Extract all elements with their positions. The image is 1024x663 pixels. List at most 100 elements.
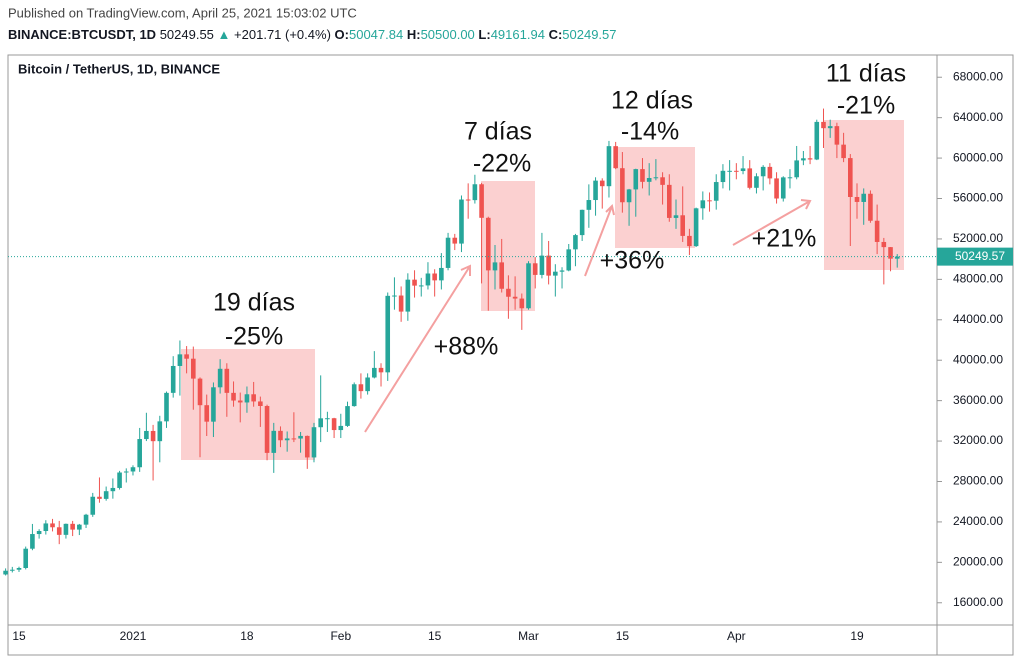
y-tick-label: 32000.00 <box>953 433 1003 447</box>
candle-body <box>244 394 250 403</box>
candle-body <box>385 295 391 373</box>
candle-body <box>573 235 578 250</box>
candle-body <box>506 288 511 297</box>
y-tick-label: 52000.00 <box>953 231 1003 245</box>
candle-body <box>680 215 686 236</box>
y-tick-label: 20000.00 <box>953 555 1003 569</box>
annotation: +36% <box>600 247 665 275</box>
candle-body <box>358 384 364 392</box>
annotation: -14% <box>621 118 679 146</box>
candle-body <box>827 126 833 129</box>
candle-body <box>10 569 15 571</box>
candle-body <box>36 531 42 535</box>
candle-body <box>97 496 102 499</box>
drawdown-box <box>181 349 315 460</box>
candle-body <box>459 199 464 244</box>
annotation: -22% <box>473 150 531 178</box>
candle-body <box>479 184 484 218</box>
x-tick-label: Apr <box>727 629 746 643</box>
candle-body <box>566 249 572 271</box>
candle-body <box>512 296 518 299</box>
close-label: C: <box>549 27 563 42</box>
candle-body <box>707 200 712 202</box>
candle-body <box>439 267 444 281</box>
candle-body <box>633 169 639 190</box>
candle-body <box>372 367 377 378</box>
candle-body <box>237 400 243 403</box>
candle-body <box>640 169 645 182</box>
candle-body <box>144 430 149 440</box>
x-tick-label: 15 <box>12 629 26 643</box>
candle-body <box>150 430 156 442</box>
candle-body <box>251 394 256 402</box>
candle-body <box>807 158 813 160</box>
candle-body <box>754 176 759 188</box>
candle-body <box>586 200 592 210</box>
candle-body <box>291 438 297 440</box>
candle-body <box>43 523 49 532</box>
candle-body <box>579 209 585 236</box>
last-price-tag <box>937 247 1013 266</box>
y-tick-label: 24000.00 <box>953 514 1003 528</box>
candle-body <box>130 467 136 472</box>
low-value: 49161.94 <box>491 27 545 42</box>
x-tick-label: 19 <box>850 629 864 643</box>
candle-body <box>492 262 498 271</box>
candle-body <box>164 392 169 422</box>
candle-body <box>224 368 230 393</box>
candle-body <box>874 220 880 242</box>
candle-body <box>331 418 337 431</box>
candle-body <box>398 295 404 312</box>
candle-body <box>687 235 692 247</box>
candle-body <box>834 126 840 145</box>
candle-body <box>526 263 531 309</box>
candle-body <box>318 418 323 428</box>
y-tick-label: 16000.00 <box>953 595 1003 609</box>
candle-body <box>418 285 424 287</box>
change-arrow: ▲ <box>218 27 231 42</box>
candle-body <box>392 295 397 297</box>
annotation: +88% <box>434 333 499 361</box>
candle-body <box>519 298 525 309</box>
candle-body <box>801 158 806 161</box>
open-label: O: <box>335 27 349 42</box>
candle-body <box>660 177 665 185</box>
candle-body <box>325 418 330 420</box>
trend-arrow <box>364 264 471 433</box>
candle-body <box>626 189 632 203</box>
annotation: +21% <box>752 225 817 253</box>
candle-body <box>77 524 82 530</box>
candle-body <box>231 392 236 401</box>
candle-body <box>888 247 893 259</box>
candle-body <box>734 170 739 172</box>
candle-body <box>740 168 746 172</box>
last-price-label: 50249.57 <box>955 249 1005 263</box>
candle-body <box>620 168 625 203</box>
candle-body <box>894 256 900 259</box>
candle-body <box>868 193 873 221</box>
y-tick-label: 36000.00 <box>953 393 1003 407</box>
candle-body <box>264 405 270 453</box>
high-value: 50500.00 <box>421 27 475 42</box>
candle-body <box>553 271 558 276</box>
candle-body <box>747 168 753 188</box>
symbol: BINANCE:BTCUSDT, 1D <box>8 27 156 42</box>
candle-body <box>646 177 652 182</box>
candle-body <box>83 514 89 525</box>
candle-body <box>720 170 726 183</box>
candle-body <box>472 184 478 201</box>
candle-body <box>593 180 598 201</box>
candle-body <box>465 199 471 201</box>
candle-body <box>103 491 109 499</box>
candle-body <box>499 262 504 289</box>
candle-body <box>204 405 210 422</box>
candle-body <box>774 178 779 199</box>
candle-body <box>539 255 545 275</box>
trend-arrow <box>732 199 812 246</box>
candle-body <box>365 377 370 392</box>
candle-body <box>177 354 183 366</box>
candle-body <box>412 279 417 286</box>
candle-body <box>157 421 163 442</box>
x-tick-label: 18 <box>240 629 254 643</box>
annotation: 19 días <box>213 289 295 317</box>
